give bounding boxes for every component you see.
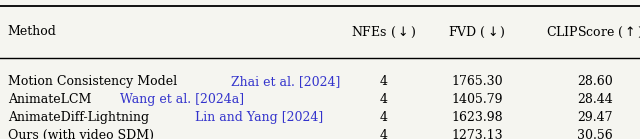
Text: Lin and Yang [2024]: Lin and Yang [2024] <box>195 111 323 124</box>
Text: 1405.79: 1405.79 <box>451 93 502 106</box>
Text: 28.60: 28.60 <box>577 75 613 88</box>
Text: CLIPScore ($\uparrow$): CLIPScore ($\uparrow$) <box>547 25 640 40</box>
Text: Ours (with video SDM): Ours (with video SDM) <box>8 129 154 139</box>
Text: 4: 4 <box>380 129 388 139</box>
Text: 1273.13: 1273.13 <box>451 129 502 139</box>
Text: Zhai et al. [2024]: Zhai et al. [2024] <box>231 75 340 88</box>
Text: FVD ($\downarrow$): FVD ($\downarrow$) <box>448 25 506 40</box>
Text: 4: 4 <box>380 111 388 124</box>
Text: 4: 4 <box>380 93 388 106</box>
Text: AnimateLCM: AnimateLCM <box>8 93 95 106</box>
Text: AnimateDiff-Lightning: AnimateDiff-Lightning <box>8 111 153 124</box>
Text: 1765.30: 1765.30 <box>451 75 502 88</box>
Text: 29.47: 29.47 <box>577 111 613 124</box>
Text: 30.56: 30.56 <box>577 129 613 139</box>
Text: Wang et al. [2024a]: Wang et al. [2024a] <box>120 93 244 106</box>
Text: 4: 4 <box>380 75 388 88</box>
Text: 28.44: 28.44 <box>577 93 613 106</box>
Text: 1623.98: 1623.98 <box>451 111 502 124</box>
Text: Method: Method <box>8 25 56 38</box>
Text: NFEs ($\downarrow$): NFEs ($\downarrow$) <box>351 25 417 40</box>
Text: Motion Consistency Model: Motion Consistency Model <box>8 75 181 88</box>
